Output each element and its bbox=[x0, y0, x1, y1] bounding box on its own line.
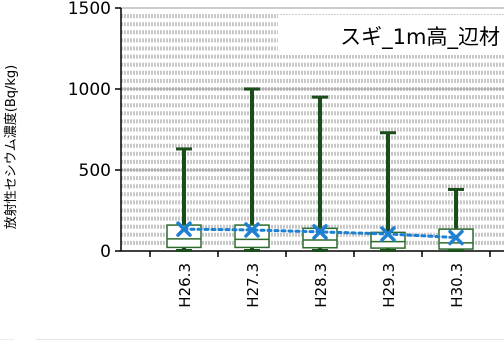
footer-mark bbox=[0, 339, 14, 340]
box-H26.3 bbox=[166, 147, 202, 253]
y-tick-label: 1500 bbox=[68, 0, 111, 19]
title-background bbox=[278, 15, 504, 55]
x-tick-label: H27.3 bbox=[244, 263, 262, 308]
y-tick-label: 500 bbox=[79, 161, 111, 181]
mean-marker bbox=[244, 222, 260, 238]
mean-marker bbox=[176, 221, 192, 237]
mean-markers bbox=[176, 221, 464, 246]
y-tick-label: 1000 bbox=[68, 80, 111, 100]
x-tick-label: H28.3 bbox=[312, 263, 330, 308]
x-tick-label: H30.3 bbox=[448, 263, 466, 308]
x-tick-label: H29.3 bbox=[380, 263, 398, 308]
box-series bbox=[166, 87, 474, 253]
x-tick-label: H26.3 bbox=[176, 263, 194, 308]
mean-marker bbox=[448, 229, 464, 246]
mean-marker bbox=[312, 224, 328, 240]
y-tick-labels: 0 500 1000 1500 bbox=[68, 0, 121, 262]
x-tick-labels: H26.3 H27.3 H28.3 H29.3 H30.3 bbox=[149, 251, 491, 308]
footer-divider bbox=[36, 339, 504, 340]
box-iqr bbox=[302, 227, 338, 249]
box-H28.3 bbox=[302, 95, 338, 253]
y-tick-label: 0 bbox=[100, 242, 111, 262]
chart-title: スギ_1m高_辺材 bbox=[340, 25, 500, 50]
y-axis-label: 放射性セシウム濃度(Bq/kg) bbox=[3, 65, 19, 229]
mean-marker bbox=[380, 226, 396, 242]
box-H29.3 bbox=[370, 131, 406, 253]
